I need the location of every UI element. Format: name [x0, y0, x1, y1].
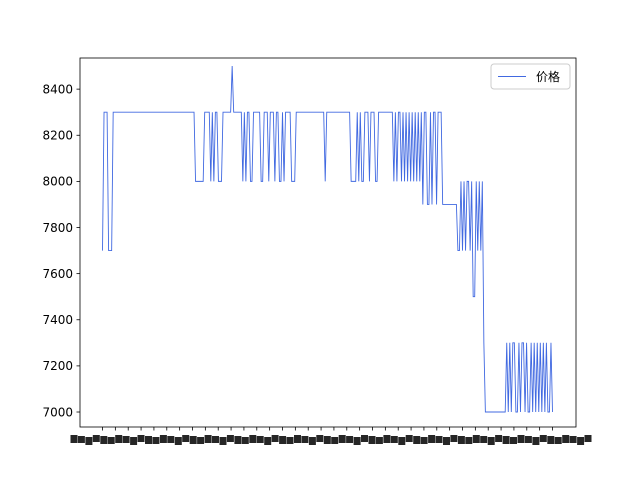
x-tick-label-glyph [100, 436, 108, 444]
plot-frame [79, 57, 577, 428]
legend-label: 价格 [536, 69, 560, 84]
x-tick-label-glyph [502, 436, 510, 444]
x-tick-label-glyph [375, 437, 383, 444]
plot-area [80, 58, 576, 427]
x-tick-label-glyph [219, 437, 227, 445]
x-tick-label-glyph [383, 435, 391, 443]
x-tick-label-glyph [331, 437, 339, 444]
x-tick-label-glyph [390, 436, 398, 443]
x-tick-label-glyph [189, 436, 197, 444]
x-tick-label-glyph [577, 437, 585, 445]
x-tick-label-glyph [338, 435, 346, 443]
x-tick-label-glyph [316, 435, 324, 442]
x-tick-label-glyph [286, 437, 294, 444]
x-tick-label-glyph [495, 435, 503, 442]
x-tick-label-glyph [353, 437, 361, 445]
x-tick-label-glyph [204, 435, 212, 443]
x-tick-label-glyph [532, 437, 540, 445]
x-tick-label-glyph [294, 435, 301, 443]
x-tick-labels-overlap [70, 435, 592, 445]
y-tick-label: 7000 [42, 405, 73, 419]
x-tick-label-glyph [405, 435, 413, 442]
x-tick-label-glyph [152, 437, 160, 444]
x-tick-label-glyph [167, 436, 175, 443]
x-tick-label-glyph [346, 436, 354, 443]
y-tick-label: 7400 [42, 313, 73, 327]
y-tick-label: 8200 [42, 129, 73, 143]
x-axis [70, 427, 592, 445]
x-tick-label-glyph [450, 435, 458, 442]
x-tick-label-glyph [130, 437, 138, 445]
y-axis: 7000 7200 7400 7600 7800 8000 8200 8400 [42, 82, 80, 419]
x-tick-label-glyph [398, 437, 406, 445]
x-tick-label-glyph [569, 436, 577, 443]
x-tick-label-glyph [174, 437, 182, 445]
x-tick-label-glyph [271, 435, 279, 442]
x-tick-label-glyph [443, 437, 450, 445]
x-tick-label-glyph [524, 436, 532, 443]
y-tick-label: 8000 [42, 175, 73, 189]
x-tick-label-glyph [539, 435, 547, 442]
x-tick-label-glyph [547, 436, 555, 444]
x-tick-label-glyph [77, 436, 85, 443]
x-tick-label-glyph [241, 437, 249, 444]
y-tick-label: 7200 [42, 359, 73, 373]
x-tick-label-glyph [435, 436, 443, 443]
x-tick-label-glyph [234, 436, 242, 444]
x-tick-label-glyph [137, 435, 145, 442]
x-tick-label-glyph [554, 437, 562, 444]
x-tick-label-glyph [361, 435, 368, 442]
x-tick-label-glyph [212, 436, 219, 443]
x-tick-label-glyph [256, 436, 264, 443]
x-tick-label-glyph [197, 437, 205, 444]
x-tick-label-glyph [472, 435, 480, 443]
x-tick-label-glyph [562, 435, 570, 443]
x-tick-label-glyph [510, 437, 517, 444]
x-tick-label-glyph [368, 436, 376, 444]
x-tick-label-glyph [301, 436, 309, 443]
x-tick-label-glyph [308, 437, 316, 445]
x-tick-label-glyph [465, 437, 473, 444]
y-tick-label: 8400 [42, 82, 73, 96]
x-tick-label-glyph [457, 436, 465, 444]
x-tick-label-glyph [226, 435, 234, 442]
x-tick-label-glyph [480, 436, 488, 443]
x-tick-label-glyph [323, 436, 331, 444]
x-tick-label-glyph [115, 435, 123, 443]
x-tick-label-glyph [428, 435, 436, 443]
x-tick-label-glyph [279, 436, 287, 444]
x-tick-label-glyph [517, 435, 525, 443]
x-tick-label-glyph [92, 435, 100, 442]
legend-box [490, 63, 571, 90]
x-tick-label-glyph [487, 437, 495, 445]
x-tick-label-glyph [159, 435, 167, 443]
series-layer [102, 66, 553, 413]
y-tick-label: 7600 [42, 267, 73, 281]
x-tick-label-glyph [85, 437, 93, 445]
x-tick-label-glyph [413, 436, 421, 444]
x-tick-label-glyph [420, 437, 428, 444]
legend: 价格 [490, 63, 571, 90]
x-tick-label-glyph [182, 435, 190, 442]
x-tick-label-glyph [584, 435, 592, 442]
x-tick-label-glyph [249, 435, 257, 443]
y-tick-label: 7800 [42, 221, 73, 235]
x-tick-label-glyph [70, 435, 78, 443]
x-tick-label-glyph [264, 437, 272, 445]
x-tick-label-glyph [107, 437, 115, 444]
price-series-line [102, 66, 553, 413]
x-tick-label-glyph [122, 436, 130, 443]
x-tick-label-glyph [145, 436, 152, 444]
